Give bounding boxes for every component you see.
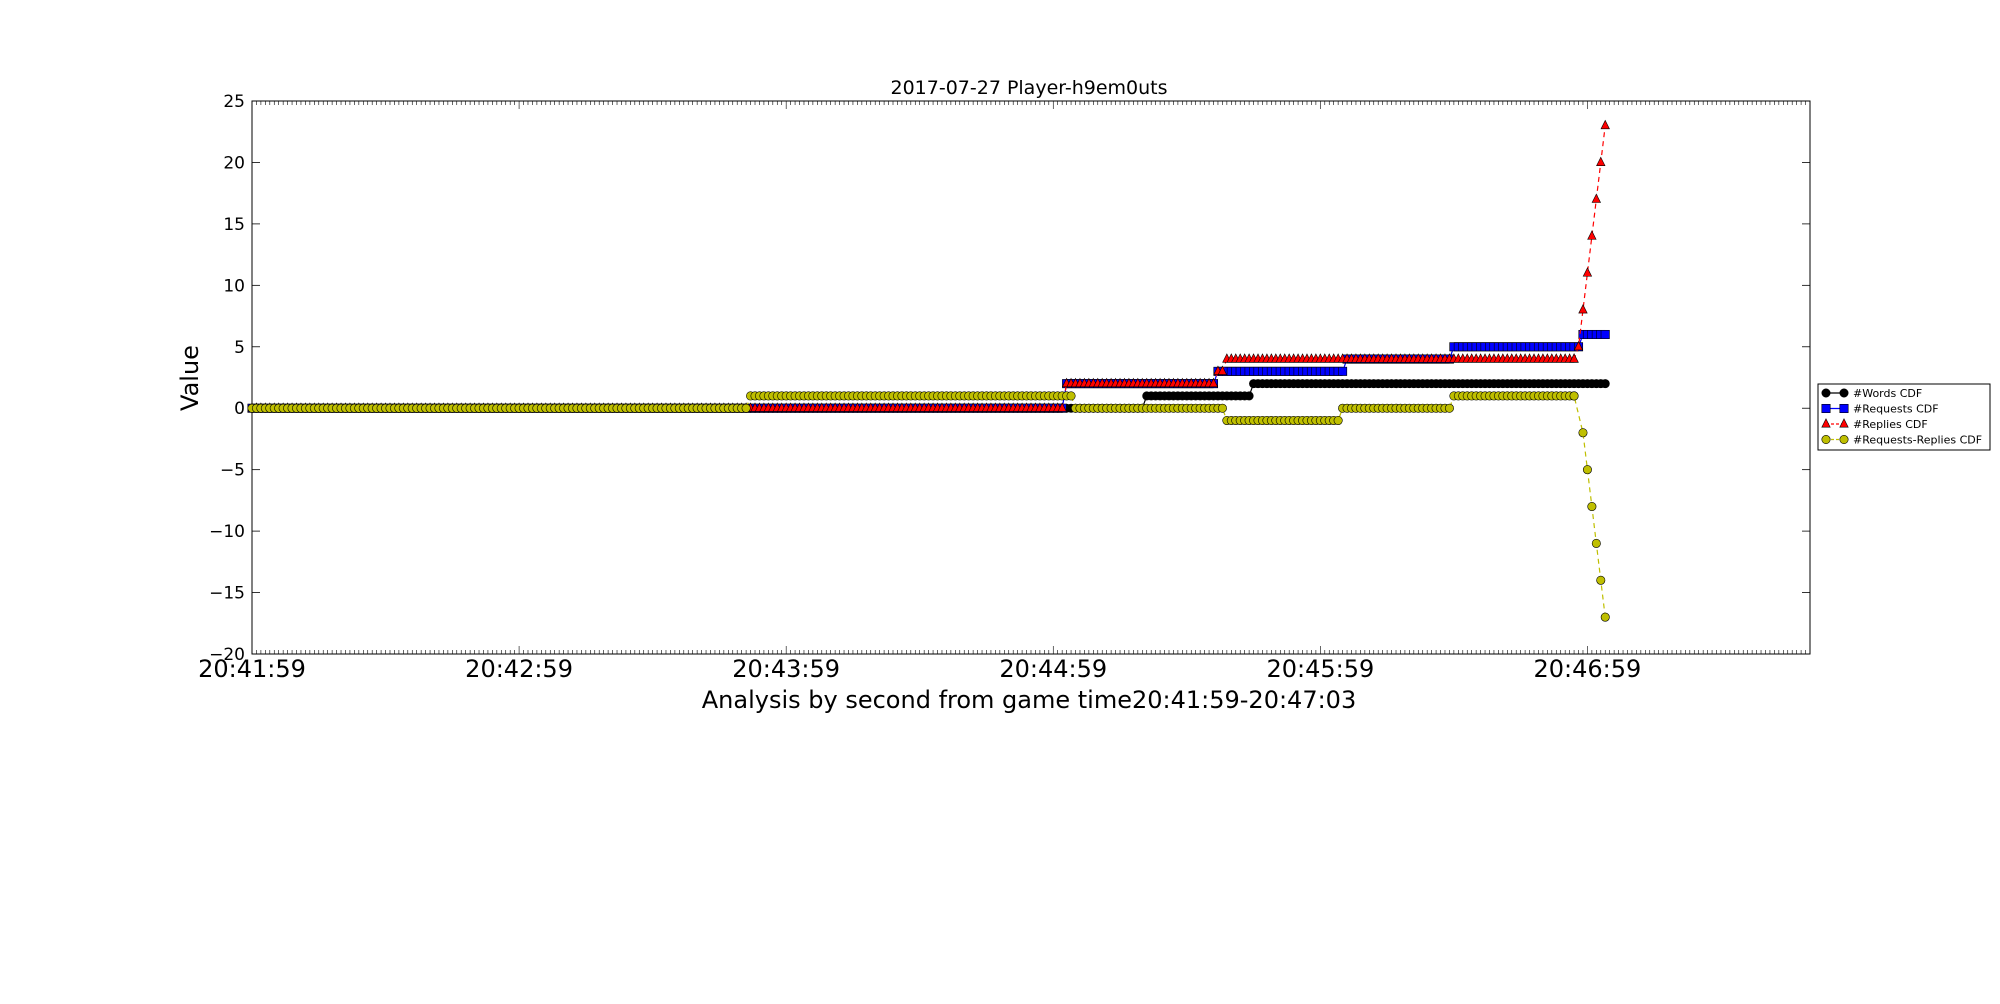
data-point — [1217, 403, 1227, 413]
data-point — [1217, 365, 1228, 375]
legend-marker — [1839, 434, 1849, 444]
data-point — [1600, 119, 1610, 130]
x-tick-label: 20:41:59 — [198, 655, 306, 683]
data-point — [1578, 304, 1588, 314]
series-3 — [247, 391, 1610, 622]
series-line — [252, 395, 1606, 618]
data-point — [1600, 379, 1610, 389]
y-axis-label: Value — [176, 345, 204, 411]
y-tick-label: −20 — [209, 645, 245, 665]
data-point — [1591, 193, 1602, 203]
x-tick-label: 20:44:59 — [999, 655, 1107, 683]
data-point — [1596, 156, 1606, 166]
x-axis-label: Analysis by second from game time20:41:5… — [702, 686, 1356, 714]
y-tick-label: −10 — [209, 522, 245, 542]
legend-marker — [1821, 403, 1831, 413]
legend-label: #Words CDF — [1853, 387, 1922, 400]
legend-label: #Requests CDF — [1853, 403, 1939, 416]
chart-title: 2017-07-27 Player-h9em0uts — [890, 77, 1167, 99]
series-line — [252, 125, 1606, 409]
data-point — [1244, 391, 1254, 401]
legend-marker — [1821, 418, 1831, 428]
legend-label: #Replies CDF — [1853, 418, 1928, 431]
legend-marker — [1839, 418, 1849, 428]
data-point — [1587, 230, 1597, 240]
data-point — [1582, 267, 1593, 277]
x-tick-label: 20:42:59 — [465, 655, 573, 683]
data-point — [1444, 403, 1454, 413]
y-tick-label: −15 — [209, 584, 245, 604]
data-point — [1596, 575, 1606, 585]
data-point — [1338, 366, 1348, 376]
legend-label: #Requests-Replies CDF — [1853, 434, 1982, 447]
data-point — [741, 403, 751, 413]
x-tick-label: 20:45:59 — [1266, 655, 1374, 683]
y-tick-label: 15 — [223, 215, 245, 235]
data-point — [1573, 340, 1584, 351]
x-tick-label: 20:43:59 — [732, 655, 840, 683]
data-point — [1569, 391, 1579, 401]
y-tick-label: 0 — [234, 399, 245, 419]
data-point — [1057, 402, 1067, 412]
plot-area: 20:41:59 20:42:59 20:43:59 20:44:59 20:45:59… — [198, 92, 1811, 683]
y-tick-label: 10 — [223, 276, 245, 296]
data-point — [1333, 416, 1343, 426]
legend-marker — [1821, 434, 1831, 444]
y-tick-label: 20 — [223, 153, 245, 173]
legend-marker — [1839, 403, 1849, 413]
data-point — [1569, 353, 1579, 363]
plot-frame — [251, 100, 1811, 655]
legend-marker — [1839, 388, 1849, 398]
data-point — [1208, 377, 1219, 388]
data-point — [1591, 538, 1601, 548]
data-point — [1600, 612, 1610, 622]
data-point — [1582, 465, 1592, 475]
x-tick-label: 20:46:59 — [1534, 655, 1642, 683]
series-2 — [247, 119, 1610, 412]
legend-marker — [1821, 388, 1831, 398]
data-point — [1600, 329, 1610, 339]
legend: #Words CDF #Requests CDF #Replies CDF #Requ… — [1817, 383, 1991, 451]
y-tick-label: 25 — [223, 92, 245, 112]
y-tick-label: 5 — [234, 338, 245, 358]
y-tick-label: −5 — [220, 461, 245, 481]
data-point — [1587, 502, 1597, 512]
data-point — [1578, 428, 1588, 438]
data-point — [1066, 391, 1076, 401]
